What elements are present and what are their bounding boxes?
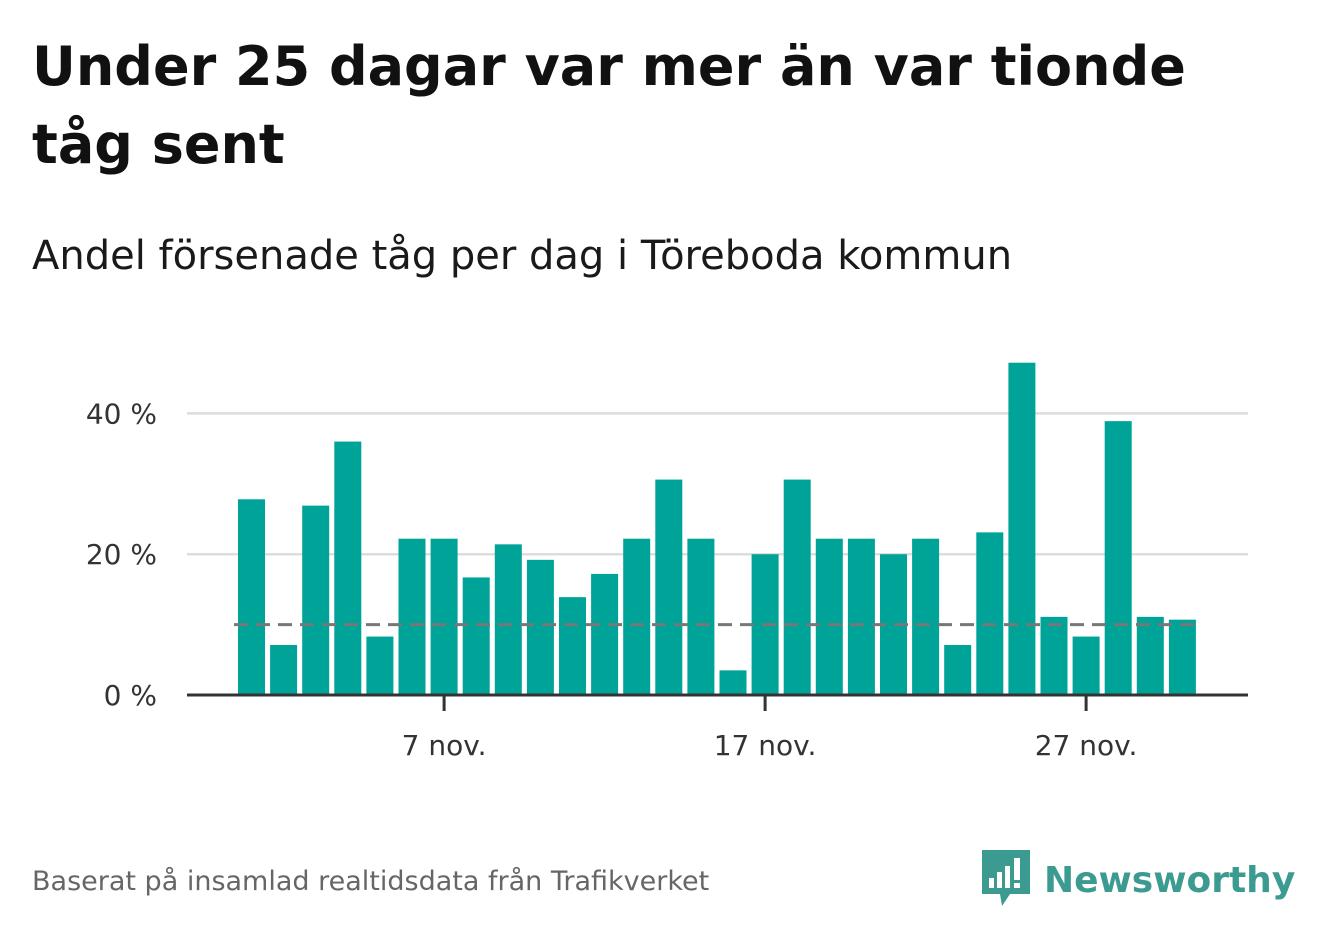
bar xyxy=(976,532,1004,695)
bar xyxy=(815,538,843,695)
bar xyxy=(591,573,619,695)
source-note: Baserat på insamlad realtidsdata från Tr… xyxy=(32,866,710,897)
bar xyxy=(912,538,940,695)
bar xyxy=(526,559,554,695)
bar xyxy=(719,670,747,695)
chart-title: Under 25 dagar var mer än var tionde tåg… xyxy=(32,35,1186,176)
x-tick-label: 27 nov. xyxy=(1035,729,1138,762)
bar xyxy=(687,538,715,695)
chart-subtitle: Andel försenade tåg per dag i Töreboda k… xyxy=(32,233,1013,279)
bar xyxy=(944,645,972,695)
bar-chart: 0 % 20 % 40 % 7 nov. 17 nov. 27 nov. xyxy=(86,362,1248,762)
bar xyxy=(334,441,362,695)
bar xyxy=(1072,636,1100,695)
bar xyxy=(366,636,394,695)
y-tick-label: 0 % xyxy=(104,679,157,712)
brand-name: Newsworthy xyxy=(1044,859,1296,901)
bar xyxy=(494,544,522,695)
bar xyxy=(462,577,490,695)
brand-logo: Newsworthy xyxy=(980,848,1295,912)
bar xyxy=(847,538,875,695)
bar xyxy=(1008,362,1036,695)
bar xyxy=(1168,619,1196,695)
bar xyxy=(559,597,586,695)
bar xyxy=(783,479,811,695)
bar xyxy=(430,538,458,695)
y-tick-label: 40 % xyxy=(86,397,157,430)
bar-chart-speech-bubble-icon xyxy=(982,850,1030,906)
bar xyxy=(1040,616,1068,695)
bar xyxy=(398,538,426,695)
x-tick-label: 17 nov. xyxy=(714,729,817,762)
y-tick-label: 20 % xyxy=(86,538,157,571)
bar xyxy=(1104,421,1132,695)
x-tick-label: 7 nov. xyxy=(402,729,487,762)
bar xyxy=(238,499,265,695)
bar xyxy=(1136,616,1164,695)
bar xyxy=(655,479,683,695)
bar xyxy=(302,505,330,695)
bar xyxy=(270,645,298,695)
bar xyxy=(623,538,651,695)
